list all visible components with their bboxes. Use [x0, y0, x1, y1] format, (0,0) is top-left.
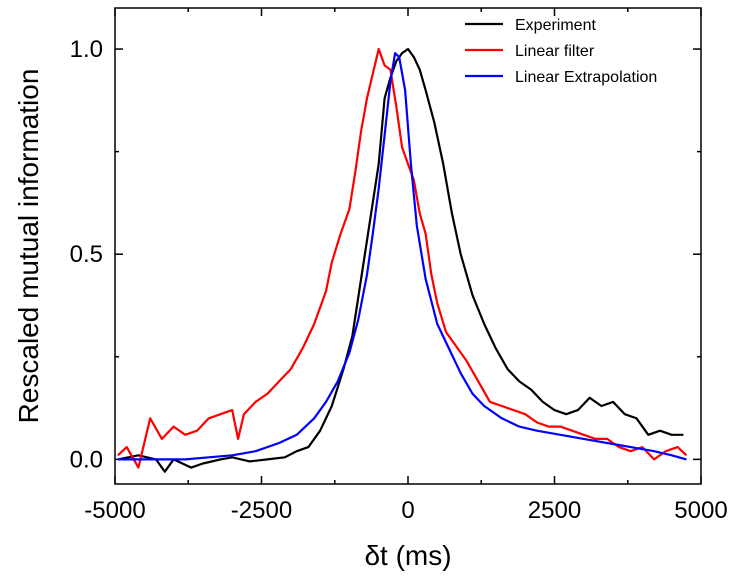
y-axis-label: Rescaled mutual information	[13, 69, 44, 424]
x-tick-label: 0	[401, 497, 414, 524]
y-tick-label: 0.0	[70, 446, 103, 473]
tick-labels: -5000 -2500 0 2500 5000 0.0 0.5 1.0	[70, 36, 728, 524]
x-tick-label: -2500	[231, 497, 292, 524]
series-line-experiment	[117, 47, 684, 473]
series-group	[117, 47, 688, 473]
x-tick-label: -5000	[84, 497, 145, 524]
legend-label: Experiment	[515, 17, 596, 34]
y-tick-label: 1.0	[70, 36, 103, 63]
legend: Experiment Linear filter Linear Extrapolat…	[465, 17, 657, 86]
legend-label: Linear filter	[515, 43, 595, 60]
series-line-linear-filter	[117, 47, 688, 469]
y-tick-label: 0.5	[70, 241, 103, 268]
axis-ticks	[114, 8, 702, 484]
x-tick-label: 5000	[674, 497, 727, 524]
series-line-linear-extrapolation	[117, 52, 687, 461]
x-tick-label: 2500	[528, 497, 581, 524]
legend-label: Linear Extrapolation	[515, 69, 657, 86]
x-axis-label: δt (ms)	[364, 540, 451, 571]
